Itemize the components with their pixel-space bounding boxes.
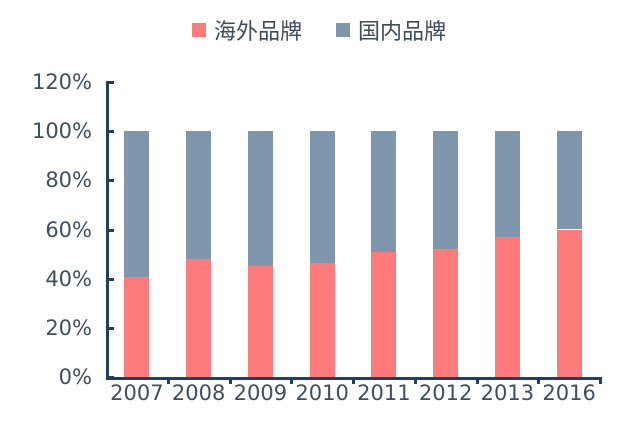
x-tick [228,377,232,384]
bar-domestic [247,131,273,267]
y-tick [106,179,114,183]
x-tick [537,377,541,384]
bar-overseas [309,262,335,377]
x-tick-label: 2008 [171,381,226,405]
y-tick [106,130,114,134]
y-tick-label: 60% [45,217,92,242]
chart-legend: 海外品牌 国内品牌 [0,14,638,46]
bar-overseas [124,277,150,377]
bar-overseas [247,266,273,377]
y-tick [106,228,114,232]
bar-overseas [433,249,459,377]
y-tick [106,81,114,84]
legend-label-domestic: 国内品牌 [358,20,447,45]
bar-domestic [556,131,582,230]
y-tick-label: 0% [58,365,92,389]
y-tick-label: 80% [45,168,92,193]
bar-domestic [433,131,459,250]
x-tick [475,377,479,384]
bar-domestic [494,131,520,237]
legend-label-overseas: 海外品牌 [213,20,302,45]
x-tick-label: 2010 [295,381,349,405]
x-tick [599,377,602,384]
bar-overseas [494,236,520,377]
legend-swatch-domestic [336,23,350,37]
x-tick [352,377,355,384]
x-tick [166,377,170,384]
y-tick-label: 40% [45,266,92,291]
legend-item-overseas: 海外品牌 [191,14,302,46]
x-tick-label: 2011 [357,381,411,405]
x-tick [290,377,294,384]
x-tick-label: 2016 [542,381,596,405]
y-tick [106,326,114,330]
bar-domestic [124,131,150,278]
y-tick-label: 20% [45,315,92,340]
x-tick [413,377,417,384]
y-tick-label: 100% [31,119,92,144]
x-tick-label: 2013 [480,381,535,405]
bar-overseas [186,259,212,377]
x-tick-label: 2009 [233,381,288,405]
bar-domestic [309,131,335,263]
x-tick-label: 2012 [418,381,473,405]
bar-domestic [371,131,397,252]
bar-overseas [371,251,397,377]
x-tick-label: 2007 [110,381,164,405]
bar-overseas [556,229,582,377]
y-tick-label: 120% [31,70,92,94]
y-tick [106,376,114,379]
bar-domestic [186,131,212,259]
y-tick [106,277,114,281]
legend-item-domestic: 国内品牌 [336,14,446,46]
legend-swatch-overseas [191,23,206,37]
